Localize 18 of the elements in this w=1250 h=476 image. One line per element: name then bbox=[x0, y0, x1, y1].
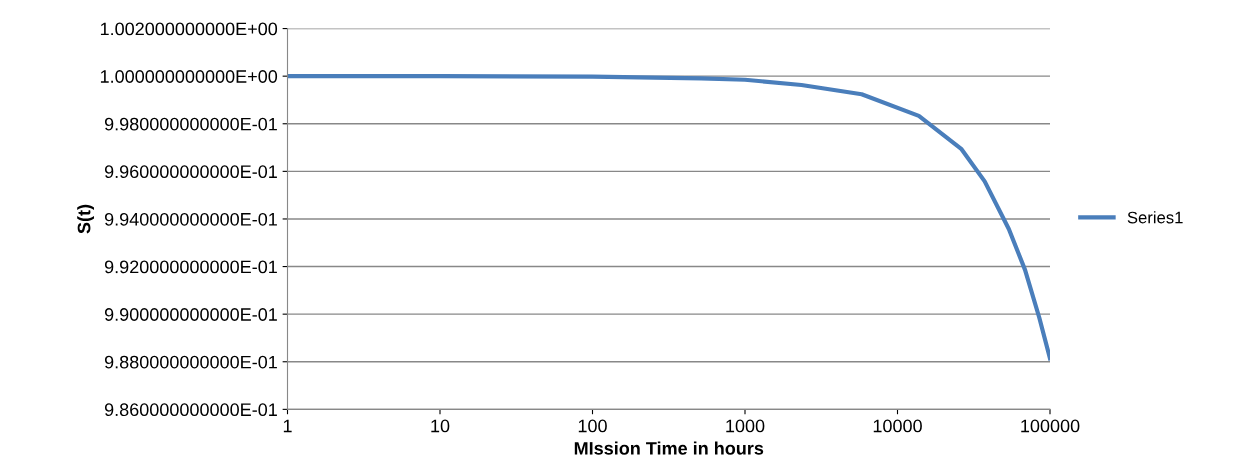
y-tick-label: 1.002000000000E+00 bbox=[100, 22, 278, 36]
x-axis-title: MIssion Time in hours bbox=[574, 441, 764, 455]
y-tick-label: 9.960000000000E-01 bbox=[104, 165, 277, 179]
x-tick-label: 10 bbox=[431, 419, 450, 433]
x-tick-label: 1 bbox=[283, 419, 292, 433]
y-tick-label: 9.880000000000E-01 bbox=[104, 355, 277, 369]
y-tick-label: 9.940000000000E-01 bbox=[104, 212, 277, 226]
x-tick-label: 1000 bbox=[726, 419, 765, 433]
y-tick-label: 9.920000000000E-01 bbox=[104, 260, 277, 274]
y-tick-label: 9.860000000000E-01 bbox=[104, 403, 277, 417]
y-axis-title: S(t) bbox=[77, 204, 95, 234]
y-tick-label: 9.980000000000E-01 bbox=[104, 117, 277, 131]
y-tick-label: 1.000000000000E+00 bbox=[100, 70, 278, 83]
x-tick-label: 100000 bbox=[1021, 419, 1080, 433]
x-tick-label: 100 bbox=[578, 419, 607, 433]
legend-label: Series1 bbox=[1127, 211, 1183, 224]
y-tick-label: 9.900000000000E-01 bbox=[104, 308, 277, 321]
x-tick-label: 10000 bbox=[873, 419, 922, 433]
